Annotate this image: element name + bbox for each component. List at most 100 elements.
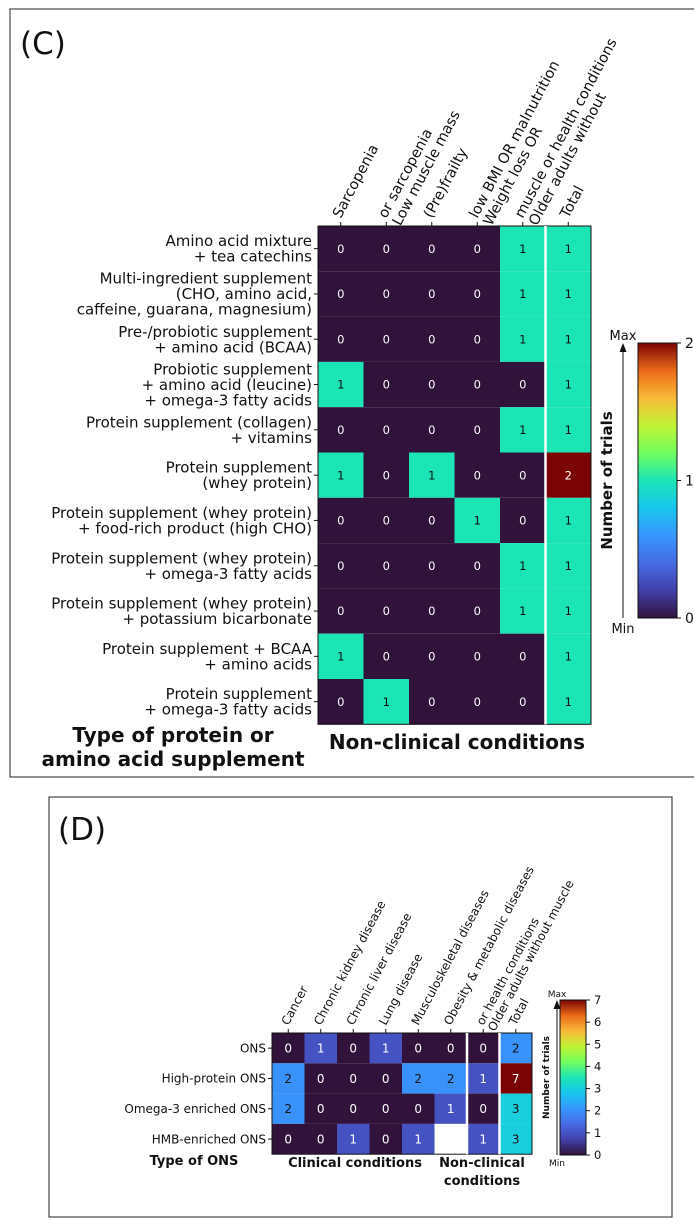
cell-value-label: 1 [565, 287, 572, 301]
cell-value-label: 0 [428, 423, 435, 437]
heatmap-cell [318, 226, 364, 272]
cell-value-label: 0 [349, 1041, 357, 1055]
colorbar-tick-label: 3 [594, 1082, 601, 1096]
row-label: Protein supplement + BCAA [102, 640, 313, 658]
heatmap-cell [363, 226, 409, 272]
colorbar-arrow-head [619, 343, 627, 352]
heatmap-cell [500, 407, 546, 453]
heatmap-cell [409, 497, 455, 544]
heatmap-cell [318, 452, 364, 498]
cell-value-label: 0 [284, 1132, 292, 1146]
cell-value-label: 0 [519, 649, 526, 663]
cell-value-label: 0 [349, 1102, 357, 1116]
heatmap-cell [499, 1033, 532, 1064]
panel-c-colorbar: 0 1 2 Max Min Number of trials [598, 329, 694, 637]
cell-value-label: 0 [428, 378, 435, 392]
heatmap-cell [454, 588, 500, 634]
heatmap-cell [337, 1033, 370, 1064]
row-label: Multi-ingredient supplement [100, 270, 313, 288]
cell-value-label: 0 [479, 1041, 487, 1055]
heatmap-cell [454, 633, 500, 679]
heatmap-cell [318, 588, 364, 634]
cell-value-label: 1 [519, 559, 526, 573]
colorbar-bar [559, 999, 587, 1156]
cell-value-label: 0 [382, 1102, 390, 1116]
cell-value-label: 1 [337, 378, 344, 392]
cell-value-label: 3 [512, 1132, 520, 1146]
row-label: Protein supplement [166, 459, 312, 477]
colorbar-min-label: Min [611, 622, 634, 637]
heatmap-cell [363, 633, 409, 679]
heatmap-cell [272, 1063, 305, 1094]
cell-value-label: 1 [414, 1132, 422, 1146]
cell-value-label: 0 [474, 604, 481, 618]
heatmap-cell [369, 1123, 402, 1155]
cell-value-label: 0 [474, 378, 481, 392]
heatmap-cell [500, 588, 546, 634]
cell-value-label: 0 [337, 604, 344, 618]
heatmap-cell [545, 588, 591, 634]
heatmap-cell [369, 1063, 402, 1094]
cell-value-label: 0 [383, 423, 390, 437]
heatmap-cell [369, 1033, 402, 1064]
row-label: + vitamins [230, 429, 312, 447]
heatmap-cell [454, 361, 500, 408]
heatmap-cell [363, 361, 409, 408]
cell-value-label: 0 [428, 514, 435, 528]
row-label: + food-rich product (high CHO) [78, 519, 312, 537]
row-label: Protein supplement (collagen) [86, 413, 312, 431]
cell-value-label: 2 [512, 1041, 520, 1055]
heatmap-cell [409, 588, 455, 634]
cell-value-label: 0 [519, 468, 526, 482]
heatmap-cell [500, 226, 546, 272]
panel-d-colorbar: 0 1 2 3 4 5 6 7 Max Min Number of trials [542, 990, 601, 1169]
heatmap-cell [363, 588, 409, 634]
heatmap-cell [500, 543, 546, 589]
heatmap-cell [337, 1123, 370, 1155]
cell-value-label: 0 [447, 1041, 455, 1055]
row-label: Pre-/probiotic supplement [118, 323, 312, 341]
heatmap-cell [454, 543, 500, 589]
row-label: caffeine, guarana, magnesium) [77, 301, 312, 319]
panel-d-row-axis-title: Type of ONS [150, 1154, 239, 1169]
heatmap-border [271, 1032, 533, 1155]
cell-value-label: 0 [317, 1072, 325, 1086]
row-label: Probiotic supplement [153, 360, 312, 378]
cell-value-label: 0 [414, 1102, 422, 1116]
row-label: High-protein ONS [162, 1072, 266, 1086]
cell-value-label: 1 [565, 423, 572, 437]
heatmap-cell [500, 452, 546, 498]
heatmap-cell [499, 1093, 532, 1124]
cell-value-label: 1 [383, 695, 390, 709]
heatmap-cell [363, 679, 409, 725]
heatmap-cell [363, 452, 409, 498]
cell-value-label: 0 [382, 1132, 390, 1146]
panel-c-group-label: Non-clinical conditions [329, 730, 585, 754]
row-label: Protein supplement (whey protein) [51, 549, 312, 567]
cell-value-label: 1 [382, 1041, 390, 1055]
heatmap-cell [454, 407, 500, 453]
heatmap-cell [500, 679, 546, 725]
heatmap-cell [402, 1063, 435, 1094]
heatmap-cell [318, 316, 364, 362]
column-label: Total [557, 183, 587, 221]
row-label: + omega-3 fatty acids [144, 565, 312, 583]
cell-value-label: 0 [383, 559, 390, 573]
heatmap-cell [363, 271, 409, 317]
cell-value-label: 0 [428, 604, 435, 618]
cell-value-label: 0 [474, 559, 481, 573]
panel-c-heatmap: 0 0 0 0 1 1 0 0 0 0 1 1 0 0 0 0 1 1 1 0 0 0 0 1 0 0 0 0 1 1 1 0 1 0 0 2 0 0 0 1… [51, 36, 621, 725]
colorbar-tick-label: 5 [594, 1037, 601, 1051]
heatmap-cell [454, 316, 500, 362]
heatmap-cell [409, 679, 455, 725]
panel-c-row-axis-title-line2: amino acid supplement [41, 747, 304, 771]
cell-value-label: 0 [414, 1041, 422, 1055]
cell-value-label: 7 [512, 1072, 520, 1086]
cell-value-label: 0 [428, 695, 435, 709]
row-label: + potassium bicarbonate [122, 610, 312, 628]
heatmap-cell [409, 271, 455, 317]
cell-value-label: 0 [383, 649, 390, 663]
cell-value-label: 1 [565, 559, 572, 573]
cell-value-label: 0 [337, 695, 344, 709]
row-label: Protein supplement (whey protein) [51, 595, 312, 613]
